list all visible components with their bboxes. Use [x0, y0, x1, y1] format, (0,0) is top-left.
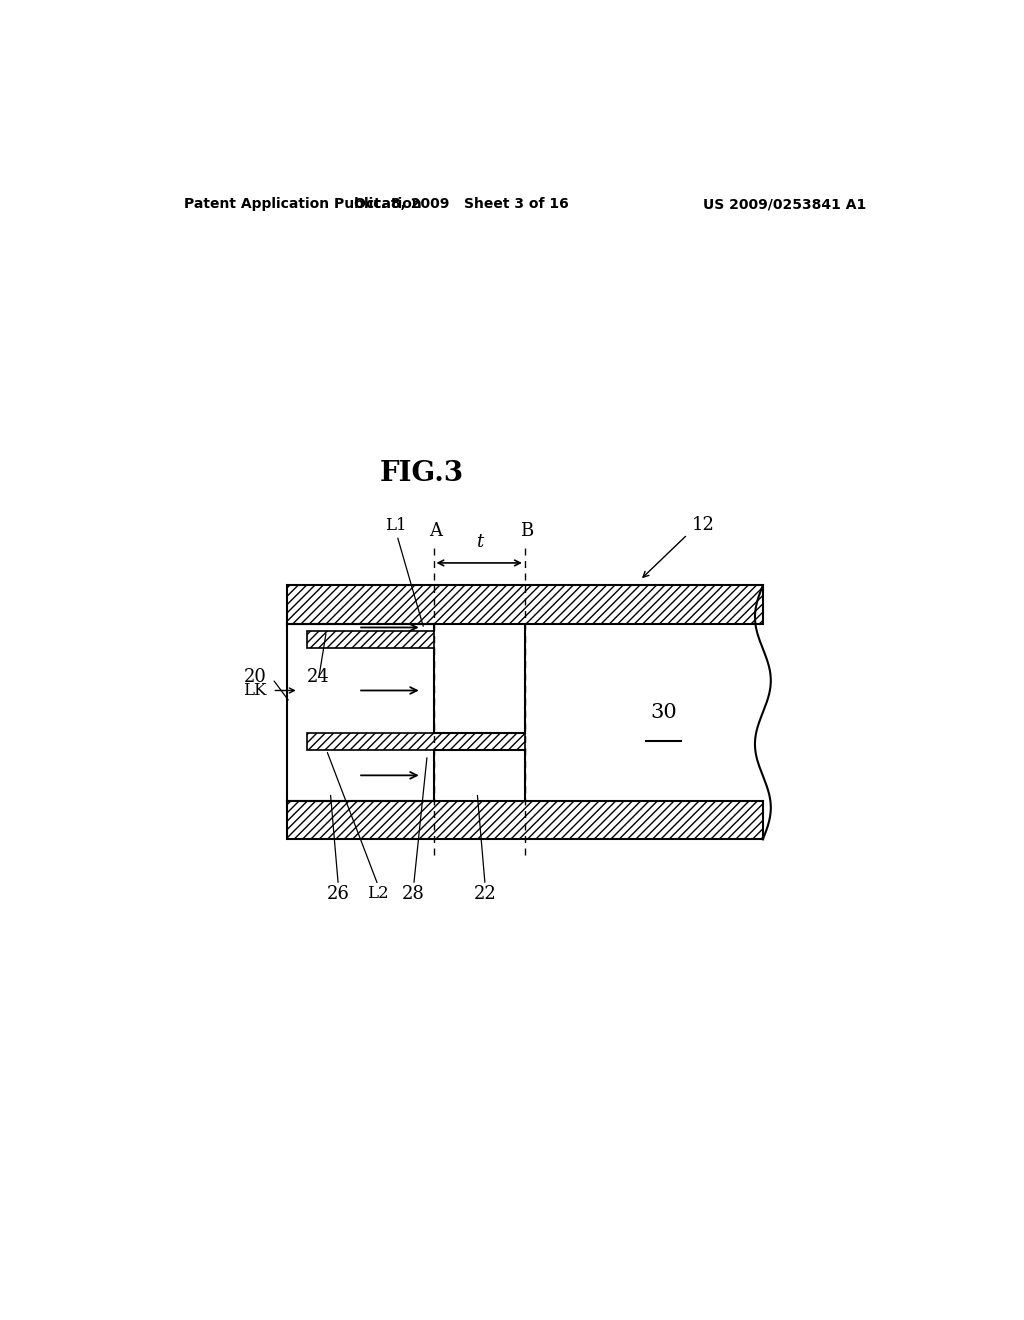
Text: t: t — [475, 533, 482, 550]
Text: US 2009/0253841 A1: US 2009/0253841 A1 — [702, 197, 866, 211]
Text: 30: 30 — [650, 702, 677, 722]
Text: Patent Application Publication: Patent Application Publication — [183, 197, 421, 211]
Text: B: B — [520, 521, 534, 540]
Text: FIG.3: FIG.3 — [380, 459, 464, 487]
Text: LK: LK — [244, 682, 267, 700]
Text: L2: L2 — [368, 886, 389, 902]
Text: Oct. 8, 2009   Sheet 3 of 16: Oct. 8, 2009 Sheet 3 of 16 — [354, 197, 568, 211]
Text: 20: 20 — [244, 668, 267, 686]
Bar — [287, 801, 763, 840]
Text: A: A — [429, 521, 441, 540]
Bar — [287, 585, 763, 624]
Text: L1: L1 — [385, 517, 407, 535]
Text: 12: 12 — [691, 516, 715, 535]
Bar — [306, 733, 525, 750]
Text: 26: 26 — [327, 886, 350, 903]
Text: 22: 22 — [474, 886, 497, 903]
Text: 28: 28 — [402, 886, 425, 903]
Text: 24: 24 — [307, 668, 330, 686]
Bar — [306, 631, 433, 648]
